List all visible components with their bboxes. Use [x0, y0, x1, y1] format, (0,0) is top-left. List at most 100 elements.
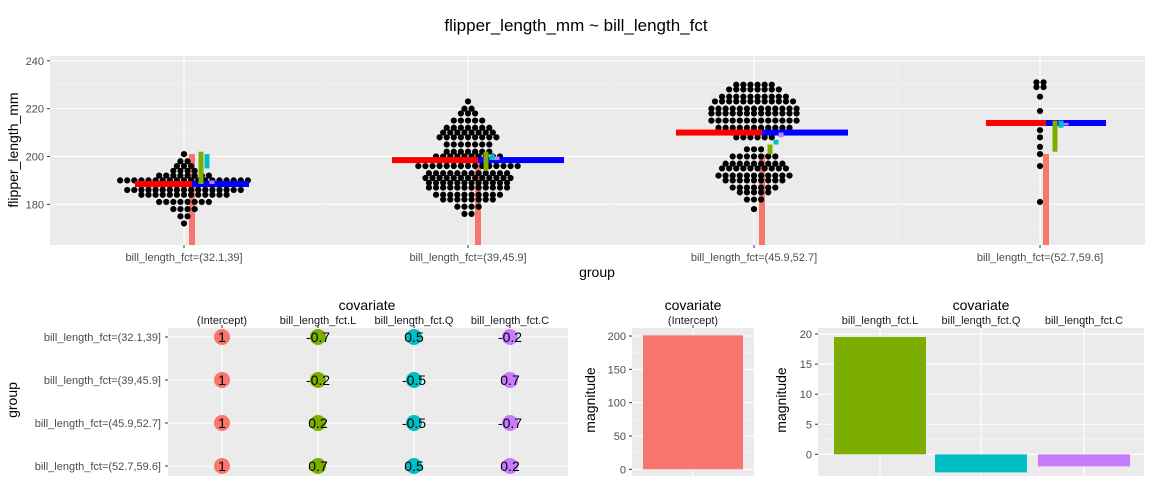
beeswarm-point	[750, 105, 758, 112]
beeswarm-point	[772, 184, 779, 191]
beeswarm-point	[464, 141, 472, 148]
beeswarm-point	[750, 177, 758, 184]
beeswarm-point	[177, 206, 184, 213]
contrast-value-label: -0.7	[306, 329, 330, 345]
beeswarm-point	[761, 165, 768, 172]
beeswarm-point	[159, 191, 166, 198]
beeswarm-point	[729, 160, 736, 167]
beeswarm-point	[1036, 127, 1044, 134]
beeswarm-point	[205, 198, 212, 206]
beeswarm-point	[440, 191, 447, 198]
contrast-table-panel: covariate 1 -0.7 0.5 -0.2 1 -0.2 -0.5 0.7 1 0.2 -0…	[4, 297, 568, 476]
beeswarm-point	[468, 191, 475, 198]
beeswarm-point	[472, 141, 479, 148]
contrast-value-dot	[406, 458, 422, 474]
beeswarm-point	[454, 191, 461, 198]
beeswarm-point	[736, 117, 743, 124]
beeswarm-point	[447, 129, 454, 136]
beeswarm-point	[782, 93, 790, 100]
pD-x-tick-label: bill_length_fct.Q	[942, 315, 1021, 327]
beeswarm-point	[736, 177, 743, 184]
beeswarm-point	[750, 196, 758, 203]
beeswarm-point	[486, 134, 493, 141]
beeswarm-point	[772, 172, 779, 179]
beeswarm-point	[775, 165, 782, 172]
beeswarm-point	[772, 110, 779, 117]
beeswarm-point	[457, 117, 464, 124]
beeswarm-point	[758, 189, 765, 196]
beeswarm-point	[747, 86, 754, 93]
beeswarm-point	[779, 177, 786, 184]
contrast-value-dot	[310, 415, 326, 431]
beeswarm-point	[747, 165, 754, 172]
beeswarm-point	[475, 203, 482, 210]
beeswarm-point	[464, 124, 472, 131]
beeswarm-point	[765, 177, 772, 184]
beeswarm-point	[733, 86, 740, 93]
beeswarm-point	[450, 148, 457, 155]
effect-bars	[834, 337, 1130, 473]
beeswarm-point	[758, 160, 765, 167]
beeswarm-y-axis-label: flipper_length_mm	[5, 92, 21, 207]
beeswarm-point	[475, 129, 482, 136]
beeswarm-x-axis-label: group	[579, 264, 615, 280]
beeswarm-point	[722, 177, 729, 184]
beeswarm-point	[754, 93, 761, 100]
beeswarm-point	[447, 196, 454, 203]
beeswarm-point	[468, 129, 475, 136]
beeswarm-point	[750, 153, 758, 160]
beeswarm-point	[472, 110, 479, 117]
beeswarm-point	[768, 93, 775, 100]
beeswarm-point	[775, 98, 782, 105]
beeswarm-point	[715, 172, 722, 179]
beeswarm-point	[173, 186, 180, 194]
contrast-table-column-label: bill_length_fct.C	[471, 315, 549, 327]
intercept-reference-bar	[189, 154, 195, 245]
beeswarm-point	[124, 186, 131, 194]
beeswarm-point	[729, 124, 736, 131]
beeswarm-point	[743, 117, 751, 124]
beeswarm-point	[223, 191, 230, 198]
beeswarm-point	[761, 98, 768, 105]
beeswarm-point	[447, 179, 454, 186]
beeswarm-point	[789, 98, 797, 105]
beeswarm-y-tick-label: 240	[26, 56, 44, 68]
beeswarm-point	[1036, 143, 1044, 151]
beeswarm-point	[479, 174, 486, 182]
beeswarm-point	[758, 146, 765, 153]
beeswarm-point	[743, 146, 751, 153]
contrast-value-dot	[502, 329, 518, 345]
beeswarm-point	[772, 153, 779, 160]
beeswarm-point	[743, 177, 751, 184]
group-mean-right-segment	[762, 129, 848, 136]
beeswarm-point	[726, 98, 733, 105]
beeswarm-point	[740, 98, 747, 105]
contrast-value-dot	[310, 372, 326, 388]
beeswarm-point	[180, 191, 188, 198]
beeswarm-point	[170, 198, 177, 206]
beeswarm-point	[180, 162, 188, 170]
beeswarm-point	[188, 186, 195, 194]
beeswarm-point	[743, 189, 751, 196]
intercept-bar-y-ticks: 0 50 100 150 200	[608, 331, 632, 476]
quadratic-effect-segment	[1058, 120, 1064, 128]
pD-bar	[834, 337, 926, 455]
beeswarm-point	[482, 191, 489, 198]
beeswarm-point	[184, 172, 191, 179]
beeswarm-point	[1040, 79, 1047, 86]
linear-effect-segment	[483, 151, 489, 171]
beeswarm-point	[464, 117, 472, 124]
beeswarm-point	[493, 162, 500, 170]
beeswarm-point	[479, 141, 486, 148]
beeswarm-point	[729, 105, 736, 112]
beeswarm-point	[475, 184, 482, 191]
pC-y-tick-label: 50	[614, 431, 626, 443]
beeswarm-point	[152, 186, 159, 194]
contrast-value-label: -0.5	[402, 372, 426, 388]
pC-bar	[643, 335, 743, 470]
beeswarm-point	[750, 184, 758, 191]
pC-x-tick-label: (Intercept)	[668, 315, 718, 327]
beeswarm-point	[461, 184, 468, 191]
